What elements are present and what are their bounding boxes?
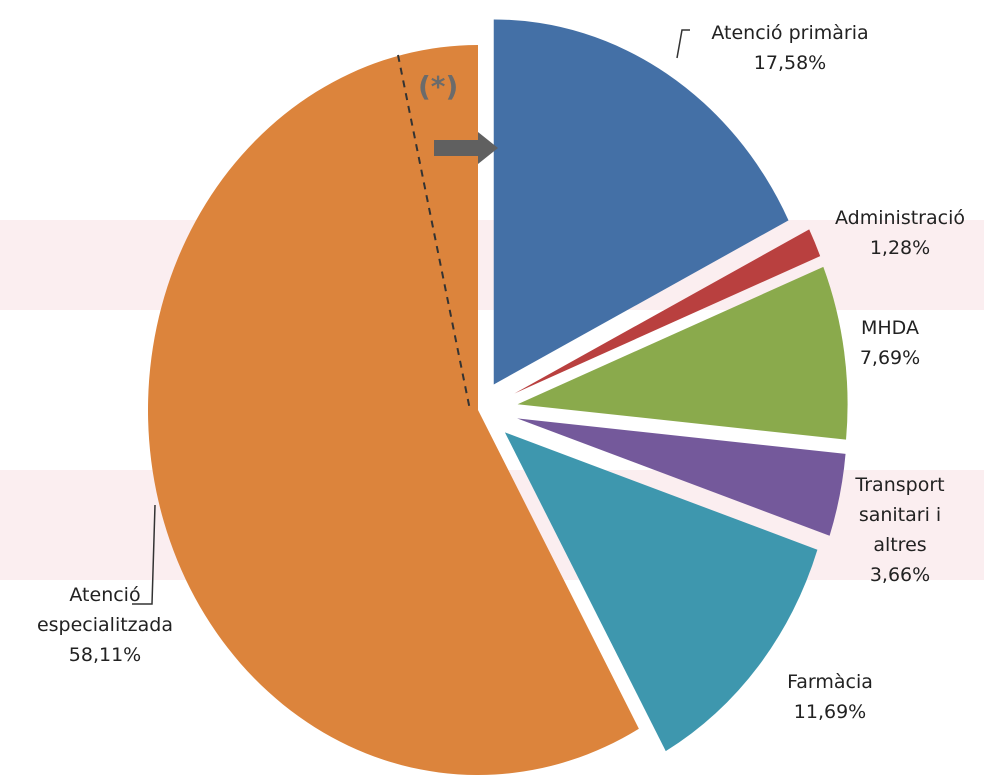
arrow (434, 132, 498, 164)
category-label: Atenció especialitzada (36, 584, 174, 636)
dashed-divider (397, 54, 471, 411)
value-label: 11,69% (793, 701, 867, 723)
slice-label: Administració 1,28% (820, 203, 980, 263)
category-label: MHDA (861, 317, 919, 339)
leader-line (132, 504, 156, 605)
pie-slice (493, 19, 789, 385)
pie-slice (517, 418, 846, 536)
value-label: 7,69% (859, 347, 921, 369)
slice-label: Atenció primària 17,58% (690, 18, 890, 78)
category-label: Atenció primària (711, 22, 869, 44)
slices (148, 19, 848, 775)
pie-slice (517, 266, 848, 440)
category-label: Transport sanitari i altres (855, 474, 945, 556)
value-label: 58,11% (68, 644, 142, 666)
pie-slice (504, 432, 818, 752)
slice-label: Atenció especialitzada 58,11% (10, 580, 200, 670)
category-label: Administració (835, 207, 965, 229)
leader-line (676, 29, 690, 59)
slice-label: Farmàcia 11,69% (770, 667, 890, 727)
category-label: Farmàcia (787, 671, 873, 693)
value-label: 1,28% (869, 237, 931, 259)
pie-slice (148, 45, 639, 775)
annotation: (*) (418, 70, 459, 103)
value-label: 17,58% (753, 52, 827, 74)
value-label: 3,66% (869, 564, 931, 586)
pie-slice (514, 229, 821, 394)
slice-label: Transport sanitari i altres 3,66% (835, 470, 965, 590)
slice-label: MHDA 7,69% (840, 313, 940, 373)
